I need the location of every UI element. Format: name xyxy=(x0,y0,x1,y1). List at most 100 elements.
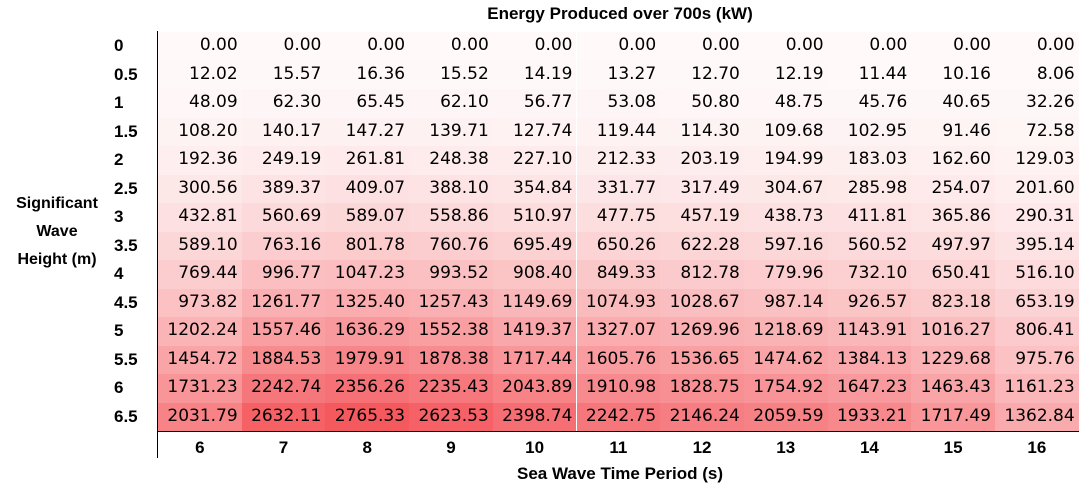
heatmap-cell: 1557.46 xyxy=(241,317,326,346)
x-axis-line xyxy=(157,431,1079,432)
heatmap-cell: 261.81 xyxy=(325,146,410,175)
heatmap-cell: 129.03 xyxy=(995,146,1079,175)
heatmap-cell: 597.16 xyxy=(743,231,828,260)
heatmap-cell: 823.18 xyxy=(911,288,995,317)
heatmap-cell: 139.71 xyxy=(409,117,493,146)
heatmap-cell: 2059.59 xyxy=(743,402,828,431)
heatmap-cell: 0.00 xyxy=(827,32,912,61)
heatmap-cell: 2623.53 xyxy=(409,402,493,431)
heatmap-cell: 2031.79 xyxy=(158,402,242,431)
heatmap-cell: 908.40 xyxy=(492,260,577,289)
heatmap-cell: 50.80 xyxy=(660,89,744,118)
heatmap-cell: 14.19 xyxy=(492,60,577,89)
heatmap-cell: 2398.74 xyxy=(492,402,577,431)
y-axis-label: Significant Wave Height (m) xyxy=(4,190,110,274)
heatmap-cell: 15.52 xyxy=(409,60,493,89)
heatmap-cell: 1074.93 xyxy=(576,288,661,317)
heatmap-cell: 1202.24 xyxy=(158,317,242,346)
heatmap-cell: 457.19 xyxy=(660,203,744,232)
heatmap-cell: 12.70 xyxy=(660,60,744,89)
y-axis-label-line: Wave xyxy=(36,223,78,240)
heatmap-cell: 0.00 xyxy=(409,32,493,61)
heatmap-cell: 40.65 xyxy=(911,89,995,118)
heatmap-cell: 779.96 xyxy=(743,260,828,289)
heatmap-cell: 62.30 xyxy=(241,89,326,118)
heatmap-cell: 516.10 xyxy=(995,260,1079,289)
heatmap-cell: 290.31 xyxy=(995,203,1079,232)
heatmap-cell: 2146.24 xyxy=(660,402,744,431)
heatmap-cell: 388.10 xyxy=(409,174,493,203)
heatmap-cell: 0.00 xyxy=(995,32,1079,61)
y-tick-label: 2 xyxy=(114,150,124,169)
heatmap-cell: 65.45 xyxy=(325,89,410,118)
y-tick-label: 3 xyxy=(114,207,124,226)
heatmap-cell: 48.75 xyxy=(743,89,828,118)
heatmap-cell: 12.19 xyxy=(743,60,828,89)
heatmap-cell: 147.27 xyxy=(325,117,410,146)
heatmap-cell: 763.16 xyxy=(241,231,326,260)
heatmap-cell: 16.36 xyxy=(325,60,410,89)
heatmap-cell: 996.77 xyxy=(241,260,326,289)
heatmap-cell: 1161.23 xyxy=(995,374,1079,403)
heatmap-cell: 760.76 xyxy=(409,231,493,260)
heatmap-cell: 1647.23 xyxy=(827,374,912,403)
x-tick-label: 8 xyxy=(362,438,372,457)
heatmap-cell: 411.81 xyxy=(827,203,912,232)
heatmap-cell: 13.27 xyxy=(576,60,661,89)
heatmap-cell: 510.97 xyxy=(492,203,577,232)
heatmap-cell: 162.60 xyxy=(911,146,995,175)
x-tick-label: 14 xyxy=(859,438,879,457)
heatmap-cell: 1269.96 xyxy=(660,317,744,346)
heatmap-cell: 1261.77 xyxy=(241,288,326,317)
heatmap-cell: 91.46 xyxy=(911,117,995,146)
x-tick-label: 16 xyxy=(1027,438,1047,457)
heatmap-cell: 0.00 xyxy=(743,32,828,61)
heatmap-cell: 8.06 xyxy=(995,60,1079,89)
heatmap-cell: 300.56 xyxy=(158,174,242,203)
heatmap-cell: 1605.76 xyxy=(576,345,661,374)
heatmap-cell: 1884.53 xyxy=(241,345,326,374)
heatmap-cell: 1717.44 xyxy=(492,345,577,374)
x-tick-label: 6 xyxy=(195,438,205,457)
heatmap-cell: 1474.62 xyxy=(743,345,828,374)
heatmap-cell: 11.44 xyxy=(827,60,912,89)
y-tick-label: 5 xyxy=(114,321,124,340)
y-tick-label: 6.5 xyxy=(114,406,138,426)
y-axis-line xyxy=(157,31,158,458)
heatmap-cell: 1910.98 xyxy=(576,374,661,403)
heatmap-cell: 212.33 xyxy=(576,146,661,175)
heatmap-cell: 1143.91 xyxy=(827,317,912,346)
heatmap-cell: 0.00 xyxy=(241,32,326,61)
heatmap-cell: 1878.38 xyxy=(409,345,493,374)
y-tick-label: 6 xyxy=(114,378,124,397)
x-tick-label: 9 xyxy=(446,438,456,457)
heatmap-cell: 192.36 xyxy=(158,146,242,175)
heatmap-cell: 849.33 xyxy=(576,260,661,289)
heatmap-cell: 477.75 xyxy=(576,203,661,232)
heatmap-cell: 0.00 xyxy=(158,32,242,61)
heatmap-cell: 558.86 xyxy=(409,203,493,232)
heatmap-cell: 354.84 xyxy=(492,174,577,203)
heatmap-cell: 1149.69 xyxy=(492,288,577,317)
y-tick-label: 4.5 xyxy=(114,292,138,312)
heatmap-cell: 140.17 xyxy=(241,117,326,146)
heatmap-cell: 589.07 xyxy=(325,203,410,232)
heatmap-cell: 45.76 xyxy=(827,89,912,118)
heatmap-cell: 975.76 xyxy=(995,345,1079,374)
heatmap-cell: 285.98 xyxy=(827,174,912,203)
heatmap-cell: 409.07 xyxy=(325,174,410,203)
heatmap-cell: 769.44 xyxy=(158,260,242,289)
heatmap-cell: 806.41 xyxy=(995,317,1079,346)
heatmap-cell: 1454.72 xyxy=(158,345,242,374)
heatmap-cell: 72.58 xyxy=(995,117,1079,146)
heatmap-cell: 732.10 xyxy=(827,260,912,289)
x-tick-label: 10 xyxy=(525,438,545,457)
heatmap-cell: 1016.27 xyxy=(911,317,995,346)
heatmap-cell: 1636.29 xyxy=(325,317,410,346)
x-tick-label: 11 xyxy=(609,438,628,457)
y-axis-label-line: Height (m) xyxy=(17,251,97,268)
heatmap-cell: 317.49 xyxy=(660,174,744,203)
heatmap-cell: 1419.37 xyxy=(492,317,577,346)
heatmap-cell: 114.30 xyxy=(660,117,744,146)
heatmap-cell: 1828.75 xyxy=(660,374,744,403)
